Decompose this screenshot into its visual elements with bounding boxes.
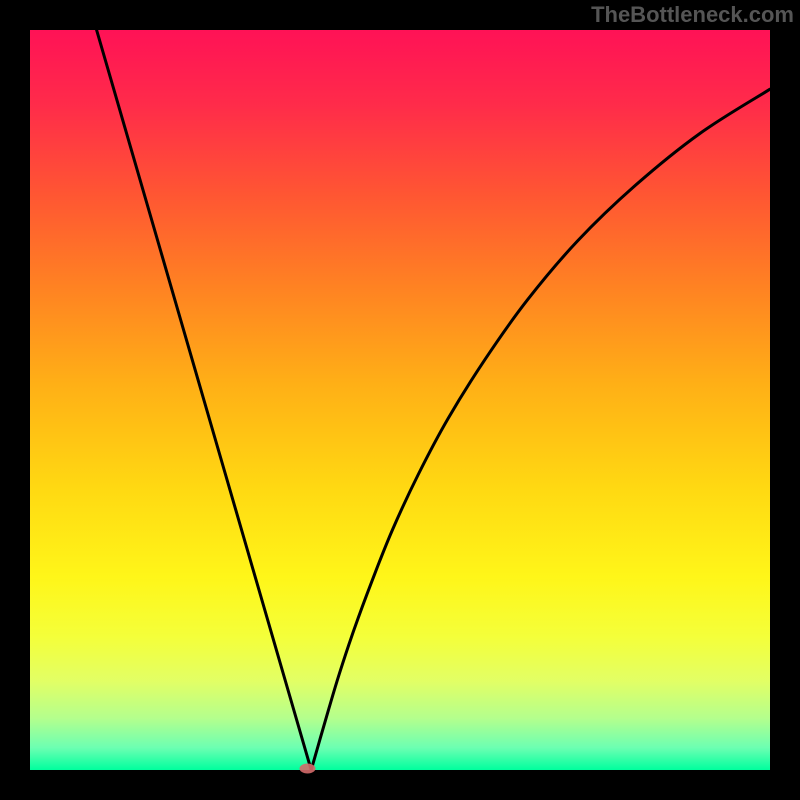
optimal-point-marker [300,764,316,774]
watermark-text: TheBottleneck.com [591,2,794,28]
bottleneck-chart [0,0,800,800]
chart-container: TheBottleneck.com [0,0,800,800]
plot-background [30,30,770,770]
